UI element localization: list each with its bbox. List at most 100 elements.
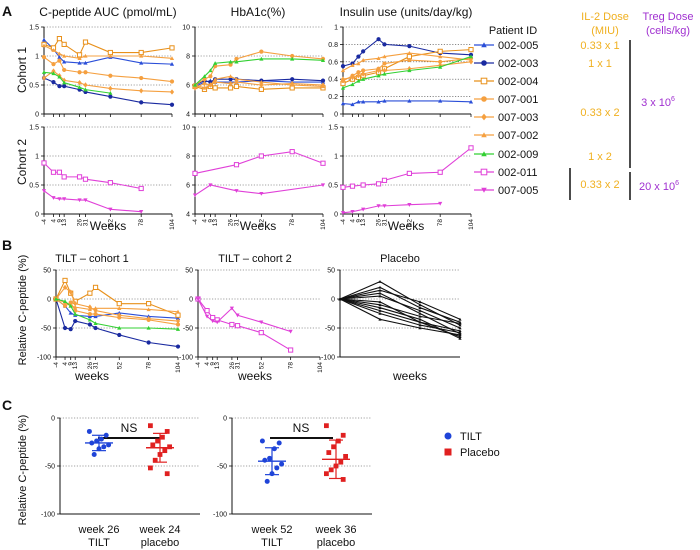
a4-xtick-label-6: 52 [107,219,114,227]
b-title-1: TILT – cohort 1 [55,253,129,265]
a1-point-002-005-0 [41,37,47,42]
b3-point-p4-2 [418,303,422,307]
c2-dot-1-4 [326,450,332,455]
a1-point-007-001-6 [108,73,113,78]
a2-point-002-003-4 [228,77,233,82]
a5-xtick-label-2: 9 [207,219,214,223]
legend-label-002-004: 002-004 [498,76,538,88]
a5-xtick-label-1: 4 [201,219,208,223]
b1-ytick-label-3: 50 [43,268,51,275]
b1-point-002-004-1 [62,277,68,284]
a1-point-002-005-7 [139,60,144,65]
a5-point-002-011-2 [258,153,264,159]
a3-point-007-003-4 [376,67,381,74]
treg-dose-2: 20 x 106 [639,180,679,193]
b3-point-p6-2 [418,320,422,324]
c1-dot-1-8 [152,457,158,463]
a6-ytick-label-3: 1.5 [328,125,338,132]
a2-point-002-004-5 [233,83,240,90]
a5-ytick-label-2: 8 [186,154,190,161]
a4-xtick-label-4: 26 [77,219,84,227]
a5-ytick-label-0: 4 [186,212,190,219]
a6-xtick-label-2: 9 [355,219,362,223]
legend-marker-007-001 [481,96,487,102]
a3-point-002-009-3 [361,77,366,81]
a2-point-002-004-6 [258,86,264,92]
legend-label-007-005: 007-005 [498,185,538,197]
a1-point-007-003-6 [108,85,113,92]
a6-ytick-label-2: 1 [334,154,338,161]
legend-header-dose-2: (MIU) [591,25,619,37]
b3-point-p10-3 [458,336,462,340]
a-row-title-2: Cohort 2 [15,139,29,185]
b2-ytick-label-0: -100 [179,355,193,362]
a2-point-007-002-1 [202,85,207,90]
a4-xtick-label-5: 31 [82,219,89,227]
a1-point-002-003-6 [108,94,113,99]
a3-point-007-002-2 [356,61,361,66]
a2-point-002-009-0 [192,82,198,87]
c1-dot-1-6 [162,448,168,454]
a2-point-007-002-4 [228,74,233,78]
a2-point-007-001-2 [208,74,213,79]
a1-point-002-009-5 [83,87,88,92]
a5-ytick-label-1: 6 [186,183,190,190]
a6-ytick-label-1: 0.5 [328,183,338,190]
c2-ytick-label-2: 0 [223,416,227,423]
a3-point-002-004-7 [437,48,443,54]
a1-point-007-001-0 [41,55,47,60]
a3-point-007-001-5 [382,61,387,66]
a3-point-002-003-2 [356,54,361,59]
b1-point-002-004-8 [175,312,181,318]
a3-point-007-003-0 [340,76,346,82]
b2-ytick-label-3: 50 [185,268,193,275]
a2-point-002-009-3 [213,61,218,65]
a5-xtick-label-5: 31 [233,219,240,227]
c1-dot-1-2 [160,434,165,440]
panel-label-c: C [2,397,12,413]
b3-point-p11-0 [338,297,342,301]
a3-point-007-002-6 [407,51,412,55]
a4-xtick-label-7: 78 [138,219,145,227]
c1-dot-0-0 [86,428,92,434]
legend-placebo-marker [444,448,452,456]
b2-point-007-005-4 [229,306,234,311]
a2-point-002-003-7 [290,77,295,82]
b1-point-002-004-4 [87,290,93,296]
b1-point-007-003-8 [175,318,181,324]
a1-point-007-001-2 [57,58,62,63]
a5-point-007-005-2 [234,189,239,193]
a-row-title-1: Cohort 1 [15,47,29,93]
b3-point-p11-3 [458,320,462,324]
a1-point-002-009-1 [51,71,56,76]
b1-xtick-label-2: 9 [68,362,75,366]
c2-dot-0-2 [271,446,277,452]
a1-point-007-003-5 [83,82,88,88]
b3-point-p1-3 [458,329,462,333]
a4-xtick-label-3: 13 [61,219,68,227]
a4-series-007-005 [43,190,142,213]
c2-dot-0-6 [274,465,280,471]
a1-point-002-004-2 [56,36,63,42]
a6-point-007-005-4 [382,204,387,208]
b-title-2: TILT – cohort 2 [218,253,292,265]
b1-point-002-005-4 [87,314,92,319]
legend-tilt-label: TILT [460,431,482,443]
a2-point-007-001-1 [202,77,207,82]
a3-point-002-004-8 [468,47,474,53]
a6-point-002-011-0 [340,184,346,190]
a5-point-007-005-0 [192,193,198,198]
a-xlabel-1: Weeks [90,219,126,233]
a5-xtick-label-8: 104 [320,219,327,230]
c1-ytick-label-1: -50 [45,464,55,471]
c2-dot-1-8 [328,467,334,473]
b1-point-007-001-5 [93,311,98,317]
b1-point-007-002-7 [146,307,151,312]
a5-point-002-011-3 [289,149,295,155]
b3-point-p8-2 [418,323,422,327]
b3-point-p11-1 [378,285,382,289]
b2-xtick-label-3: 13 [214,362,221,370]
b1-point-002-004-7 [146,301,152,307]
b3-point-p8-3 [458,331,462,334]
a1-point-007-003-7 [139,88,144,94]
